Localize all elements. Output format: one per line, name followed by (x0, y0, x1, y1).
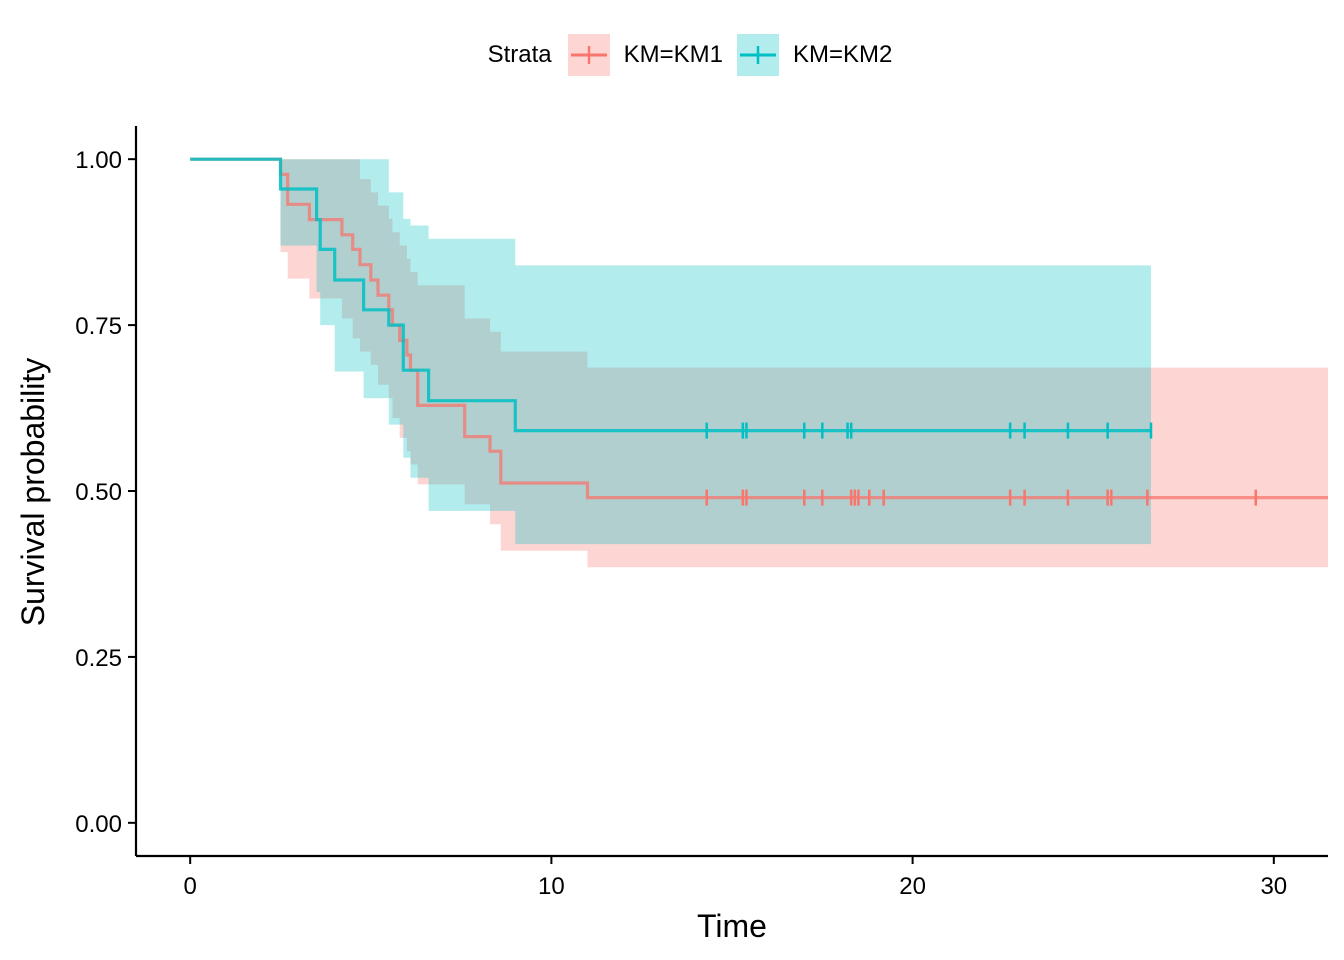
confidence-bands (190, 159, 1329, 568)
y-tick-label: 1.00 (75, 147, 122, 174)
legend-item-km1[interactable]: KM=KM1 (567, 34, 724, 76)
censor-marks (705, 422, 1258, 506)
x-tick-label: 30 (1260, 873, 1287, 900)
x-tick-label: 20 (899, 873, 926, 900)
legend: Strata KM=KM1 KM=KM2 (0, 32, 1344, 78)
x-axis-title: Time (697, 908, 767, 944)
legend-key-km1 (567, 34, 610, 76)
legend-label-km1: KM=KM1 (623, 41, 724, 68)
y-tick-label: 0.00 (75, 811, 122, 838)
y-tick-label: 0.75 (75, 313, 122, 340)
y-tick-label: 0.50 (75, 479, 122, 506)
survival-line-1 (190, 157, 1328, 500)
confidence-band-1 (190, 159, 1329, 568)
x-tick-label: 0 (184, 873, 197, 900)
legend-label-km2: KM=KM2 (793, 41, 893, 68)
legend-title: Strata (487, 41, 552, 68)
y-tick-label: 0.25 (75, 645, 122, 672)
confidence-band-2 (190, 159, 1151, 545)
legend-item-km2[interactable]: KM=KM2 (737, 34, 892, 76)
legend-key-km2 (737, 34, 780, 76)
tick-labels: 0 10 20 30 0.00 0.25 0.50 0.75 1.00 (75, 147, 1287, 900)
axes (128, 126, 1328, 864)
survival-line-2 (190, 157, 1151, 433)
y-axis-title: Survival probability (15, 358, 51, 627)
x-tick-label: 10 (538, 873, 565, 900)
survival-curves (190, 157, 1328, 500)
